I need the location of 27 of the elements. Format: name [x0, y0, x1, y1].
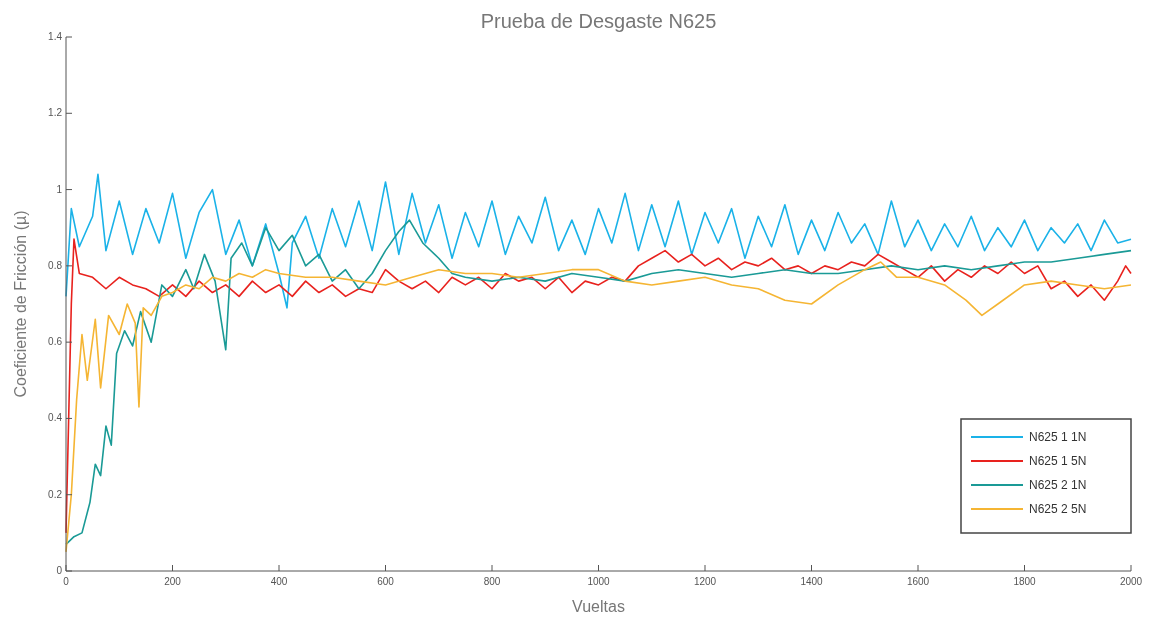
y-tick-label: 0.2: [48, 488, 63, 500]
x-tick-label: 600: [377, 576, 395, 587]
x-tick-label: 1600: [906, 576, 930, 587]
legend-label: N625 2 1N: [1029, 478, 1087, 492]
y-tick-label: 0.6: [48, 336, 63, 348]
x-tick-label: 1400: [800, 576, 824, 587]
x-tick-label: 800: [483, 576, 501, 587]
y-tick-label: 1.2: [48, 107, 63, 119]
legend-label: N625 1 1N: [1029, 430, 1087, 444]
x-tick-label: 200: [164, 576, 182, 587]
x-tick-label: 1000: [587, 576, 611, 587]
y-tick-label: 0.4: [48, 412, 63, 424]
y-tick-label: 1.4: [48, 31, 63, 42]
x-tick-label: 1800: [1013, 576, 1037, 587]
x-tick-label: 0: [63, 576, 70, 587]
y-tick-label: 0: [56, 565, 63, 576]
legend-label: N625 2 5N: [1029, 502, 1087, 516]
chart-title: Prueba de Desgaste N625: [480, 10, 717, 32]
x-axis-title: Vueltas: [572, 598, 625, 615]
y-axis-title: Coeficiente de Fricción (µ): [12, 210, 29, 398]
x-tick-label: 400: [270, 576, 288, 587]
x-tick-label: 2000: [1119, 576, 1143, 587]
y-tick-label: 1: [56, 183, 63, 195]
legend-label: N625 1 5N: [1029, 454, 1087, 468]
y-tick-label: 0.8: [48, 259, 63, 271]
line-series: [65, 173, 1132, 309]
x-tick-label: 1200: [693, 576, 717, 587]
